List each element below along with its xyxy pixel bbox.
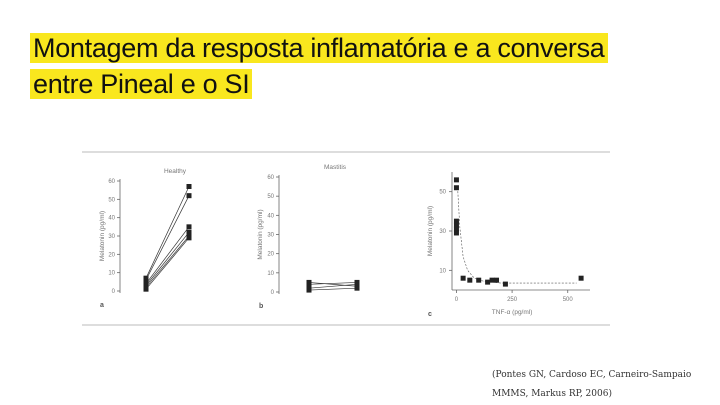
panel-label: a xyxy=(100,302,104,309)
data-point xyxy=(186,184,192,189)
y-tick-label: 50 xyxy=(439,190,446,196)
y-tick-label: 40 xyxy=(267,213,274,219)
data-point xyxy=(354,281,360,287)
y-tick-label: 0 xyxy=(271,290,275,296)
series-line xyxy=(145,235,190,288)
y-tick-label: 50 xyxy=(267,194,274,200)
y-tick-label: 30 xyxy=(108,234,115,240)
data-point xyxy=(489,277,495,283)
data-point xyxy=(476,277,482,283)
panel-title: Healthy xyxy=(164,168,187,175)
y-tick-label: 10 xyxy=(439,268,446,274)
data-point xyxy=(453,177,459,183)
x-tick-label: 0 xyxy=(455,297,459,303)
series-line xyxy=(308,287,358,291)
data-point xyxy=(306,287,312,293)
panel-a-healthy: 0 10 20 30 40 50 60 Healthy Melatonin (pg/ml) a xyxy=(99,168,192,309)
data-point xyxy=(186,235,192,241)
y-axis-label: Melatonin (pg/ml) xyxy=(427,206,434,256)
panel-b-mastitis: 0 10 20 30 40 50 60 Mastitis Melatonin (pg/ml) b xyxy=(257,164,360,310)
data-point xyxy=(186,193,192,199)
series-line xyxy=(308,282,358,285)
data-point xyxy=(453,226,459,232)
data-point xyxy=(578,275,584,281)
series-line xyxy=(145,195,190,281)
y-tick-label: 60 xyxy=(267,175,274,181)
x-tick-label: 500 xyxy=(563,297,574,303)
slide-title: Montagem da resposta inflamatória e a co… xyxy=(30,30,640,102)
y-tick-label: 30 xyxy=(267,233,274,239)
data-point xyxy=(186,224,192,230)
y-tick-label: 20 xyxy=(108,252,115,258)
citation: (Pontes GN, Cardoso EC, Carneiro-Sampaio… xyxy=(492,370,692,399)
y-tick-label: 10 xyxy=(267,271,274,277)
y-tick-label: 40 xyxy=(108,216,115,222)
series-line xyxy=(145,186,190,279)
series-line xyxy=(308,283,358,289)
data-point xyxy=(453,218,459,224)
y-tick-label: 20 xyxy=(267,252,274,258)
y-tick-label: 0 xyxy=(112,289,116,295)
x-axis-label: TNF-α (pg/ml) xyxy=(492,309,533,316)
data-point xyxy=(453,230,459,236)
data-point xyxy=(306,281,312,287)
y-axis-label: Melatonin (pg/ml) xyxy=(257,209,264,259)
data-point xyxy=(143,277,149,283)
series-line xyxy=(145,232,190,286)
data-point xyxy=(494,277,500,283)
data-point xyxy=(460,275,466,281)
data-point xyxy=(485,279,491,285)
data-point xyxy=(143,286,149,292)
panel-title: Mastitis xyxy=(324,164,347,171)
data-point xyxy=(453,222,459,228)
series-line xyxy=(308,282,358,287)
data-point xyxy=(186,229,192,235)
y-tick-label: 50 xyxy=(108,197,115,203)
y-tick-label: 60 xyxy=(108,179,115,185)
panel-label: c xyxy=(428,311,432,318)
series-line xyxy=(145,226,190,284)
y-tick-label: 10 xyxy=(108,271,115,277)
fit-curve xyxy=(457,187,577,284)
series-line xyxy=(145,237,190,290)
data-point xyxy=(502,281,508,287)
panel-label: b xyxy=(259,303,263,310)
data-point xyxy=(354,285,360,291)
y-axis-label: Melatonin (pg/ml) xyxy=(99,211,106,261)
data-point xyxy=(453,185,459,191)
y-tick-label: 30 xyxy=(439,229,446,235)
x-tick-label: 250 xyxy=(507,297,518,303)
data-point xyxy=(467,277,473,283)
